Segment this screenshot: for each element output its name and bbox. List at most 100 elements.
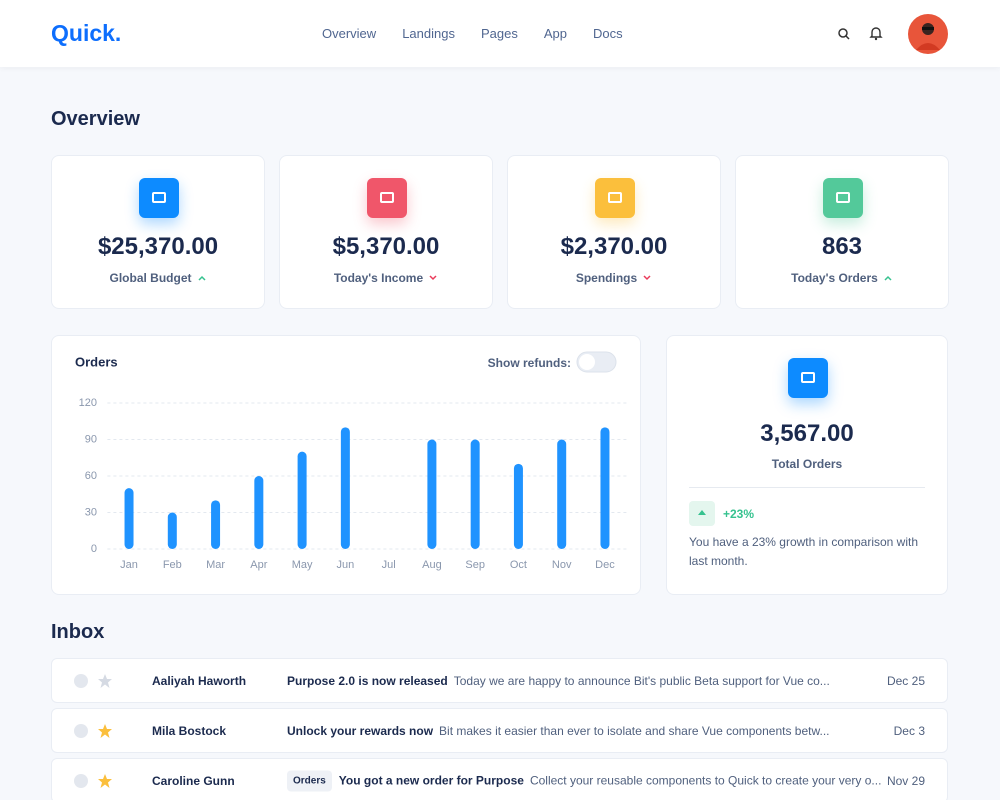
orders-card: Orders Show refunds: 0 30 60 90 120 Jan Feb Mar… bbox=[51, 335, 641, 595]
star-shape bbox=[98, 773, 112, 788]
inbox-row[interactable]: Mila Bostock Unlock your rewards now Bit m… bbox=[51, 708, 948, 753]
stat-label: Global Budget bbox=[52, 271, 264, 285]
divider bbox=[689, 487, 925, 488]
total-label: Total Orders bbox=[771, 457, 843, 471]
nav: Overview Landings Pages App Docs bbox=[322, 26, 623, 41]
x-tick-label: May bbox=[292, 559, 313, 571]
total-card: 3,567.00 Total Orders +23% You have a 23… bbox=[666, 335, 948, 595]
growth-note: You have a 23% growth in comparison with… bbox=[689, 535, 919, 568]
message: Purpose 2.0 is now released Today we are … bbox=[287, 674, 830, 688]
section-title: Inbox bbox=[51, 621, 105, 643]
y-tick-label: 0 bbox=[91, 543, 97, 555]
bell-icon[interactable] bbox=[869, 26, 883, 41]
bar bbox=[600, 427, 610, 549]
x-tick-label: Aug bbox=[422, 559, 442, 571]
navbar: Quick. Overview Landings Pages App Docs bbox=[0, 0, 1000, 67]
star[interactable] bbox=[97, 673, 113, 689]
chevron bbox=[643, 275, 651, 281]
x-tick-label: Jul bbox=[382, 559, 396, 571]
stat-value: 863 bbox=[821, 233, 863, 260]
preview: Collect your reusable components to Quic… bbox=[529, 773, 882, 788]
stat-value: $5,370.00 bbox=[332, 233, 440, 260]
nav-link[interactable]: Docs bbox=[592, 26, 623, 41]
bar bbox=[211, 500, 221, 549]
subject: Purpose 2.0 is now released bbox=[287, 673, 448, 688]
checkbox[interactable] bbox=[74, 773, 88, 788]
stat-label-text: Today's Orders bbox=[791, 271, 878, 285]
star[interactable] bbox=[97, 773, 113, 789]
chart: Orders Show refunds: 0 30 60 90 120 Jan Feb Mar… bbox=[75, 351, 627, 571]
y-tick-label: 120 bbox=[79, 397, 97, 409]
trend-icon bbox=[429, 275, 437, 281]
trend-icon bbox=[197, 275, 206, 281]
nav-link[interactable]: App bbox=[543, 26, 567, 41]
stat-label: Today's Income bbox=[280, 271, 492, 285]
date: Dec 25 bbox=[886, 673, 925, 688]
checkbox[interactable] bbox=[74, 673, 88, 688]
checkbox[interactable] bbox=[74, 723, 88, 738]
subject: You got a new order for Purpose bbox=[338, 773, 524, 788]
stat-label-text: Spendings bbox=[575, 271, 638, 285]
bar bbox=[124, 488, 134, 549]
search-icon[interactable] bbox=[837, 27, 851, 41]
preview: Bit makes it easier than ever to isolate… bbox=[439, 723, 830, 738]
stat-label-text: Global Budget bbox=[109, 271, 192, 285]
chart-title: Orders bbox=[75, 354, 118, 369]
bar bbox=[557, 439, 567, 549]
nav-link[interactable]: Overview bbox=[322, 26, 377, 41]
y-tick-label: 60 bbox=[85, 470, 97, 482]
star-shape bbox=[98, 723, 112, 738]
x-tick-label: Jan bbox=[120, 559, 138, 571]
sender: Aaliyah Haworth bbox=[152, 673, 247, 688]
stat-value: $25,370.00 bbox=[97, 233, 219, 260]
bar bbox=[167, 512, 177, 549]
stat-label-text: Today's Income bbox=[333, 271, 424, 285]
bar bbox=[340, 427, 350, 549]
message: Unlock your rewards now Bit makes it easi… bbox=[287, 724, 830, 738]
x-tick-label: Dec bbox=[595, 559, 615, 571]
x-tick-label: Sep bbox=[465, 559, 485, 571]
bar bbox=[513, 463, 523, 549]
subject: Unlock your rewards now bbox=[287, 723, 434, 738]
stat-card: $5,370.00 Today's Income bbox=[279, 155, 493, 309]
nav-link[interactable]: Pages bbox=[480, 26, 518, 41]
bar bbox=[427, 439, 437, 549]
preview: Today we are happy to announce Bit's pub… bbox=[453, 673, 830, 688]
stat-icon bbox=[823, 178, 863, 218]
tag: Orders bbox=[287, 770, 332, 791]
inbox-row[interactable]: Aaliyah Haworth Purpose 2.0 is now releas… bbox=[51, 658, 948, 703]
section-title: Overview bbox=[51, 108, 140, 130]
stat-card: $2,370.00 Spendings bbox=[507, 155, 721, 309]
stat-card: $25,370.00 Global Budget bbox=[51, 155, 265, 309]
nav-link[interactable]: Landings bbox=[402, 26, 455, 41]
inbox-row[interactable]: Caroline Gunn Orders You got a new order f… bbox=[51, 758, 948, 800]
x-tick-label: Oct bbox=[510, 559, 527, 571]
logo[interactable]: Quick. bbox=[51, 20, 122, 46]
x-tick-label: Mar bbox=[206, 559, 225, 571]
total-icon bbox=[788, 358, 828, 398]
sender: Caroline Gunn bbox=[152, 773, 235, 788]
toggle[interactable] bbox=[576, 351, 617, 373]
trend-icon bbox=[884, 275, 892, 281]
y-tick-label: 90 bbox=[85, 433, 97, 445]
x-tick-label: Feb bbox=[163, 559, 182, 571]
date: Dec 3 bbox=[893, 723, 925, 738]
sender: Mila Bostock bbox=[152, 723, 227, 738]
avatar[interactable] bbox=[908, 14, 948, 54]
star-shape bbox=[98, 673, 112, 688]
stat-icon bbox=[139, 178, 179, 218]
bar bbox=[470, 439, 480, 549]
toggle-label: Show refunds: bbox=[488, 356, 571, 370]
stat-label: Today's Orders bbox=[736, 271, 948, 285]
star[interactable] bbox=[97, 723, 113, 739]
stat-value: $2,370.00 bbox=[560, 233, 668, 260]
total-value: 3,567.00 bbox=[760, 420, 854, 447]
y-tick-label: 30 bbox=[85, 506, 97, 518]
message: Orders You got a new order for Purpose Col… bbox=[287, 770, 881, 791]
chevron bbox=[429, 275, 437, 281]
bar bbox=[297, 451, 307, 549]
stat-card: 863 Today's Orders bbox=[735, 155, 949, 309]
date: Nov 29 bbox=[886, 773, 925, 788]
growth-value: +23% bbox=[723, 507, 755, 521]
